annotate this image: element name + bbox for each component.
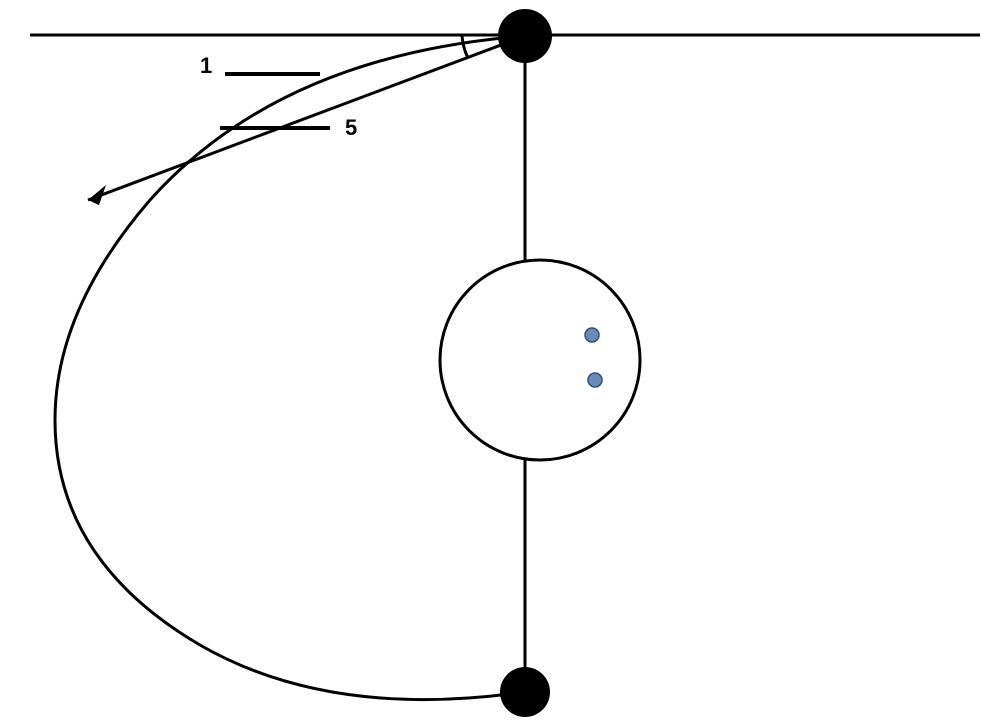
label-1: 1 [200, 53, 212, 78]
bottom-node [500, 667, 550, 717]
top-pivot-node [498, 9, 552, 63]
inner-dot-2 [588, 373, 602, 387]
pendulum-diagram: 15 [0, 0, 1000, 722]
inner-dot-1 [585, 328, 599, 342]
label-5: 5 [345, 115, 357, 140]
angle-indicator [462, 36, 468, 58]
main-circle [440, 260, 640, 460]
tangent-line [88, 36, 525, 200]
